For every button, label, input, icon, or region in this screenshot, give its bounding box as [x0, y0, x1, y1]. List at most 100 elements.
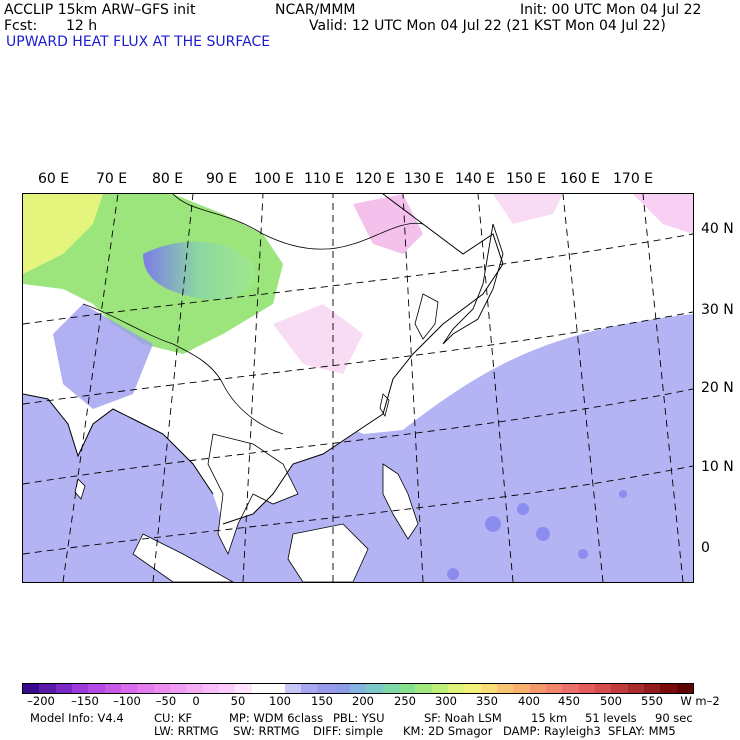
model-info: Model Info: V4.4	[30, 711, 124, 725]
longwave-scheme: LW: RRTMG	[154, 724, 219, 738]
lon-label: 160 E	[560, 171, 601, 187]
colorbar-tick: –200	[27, 694, 55, 708]
colorbar-swatch	[398, 684, 416, 693]
colorbar-tick: 550	[641, 694, 663, 708]
sri-lanka	[74, 478, 86, 500]
center-name: NCAR/MMM	[275, 2, 356, 18]
colorbar-tick: 50	[230, 694, 246, 708]
lon-label: 130 E	[404, 171, 445, 187]
lat-label: 30 N	[701, 302, 734, 318]
colorbar-tick: 300	[435, 694, 457, 708]
colorbar-swatch	[219, 684, 236, 693]
diffusion-option: DIFF: simple	[313, 724, 384, 738]
colorbar-swatch	[251, 684, 269, 693]
colorbar-swatch	[349, 684, 367, 693]
colorbar-tick: 350	[476, 694, 498, 708]
lon-label: 70 E	[96, 171, 128, 187]
lat-label: 0	[701, 540, 710, 556]
colorbar-swatch	[268, 684, 285, 693]
coastline	[23, 194, 504, 525]
lat-label: 10 N	[701, 459, 734, 475]
resolution: 15 km	[531, 711, 568, 725]
colorbar-swatch	[88, 684, 105, 693]
timestep: 90 sec	[655, 711, 693, 725]
colorbar-swatch	[104, 684, 122, 693]
lon-label: 100 E	[254, 171, 295, 187]
colorbar-swatch	[660, 684, 677, 693]
colorbar-swatch	[55, 684, 73, 693]
lon-label: 120 E	[355, 171, 396, 187]
colorbar-swatch	[480, 684, 497, 693]
init-time: Init: 00 UTC Mon 04 Jul 22	[520, 2, 702, 18]
colorbar-swatch	[415, 684, 432, 693]
colorbar-swatch	[202, 684, 220, 693]
very-high-flux-region	[23, 194, 103, 274]
india-north	[53, 304, 153, 409]
colorbar-swatch	[496, 684, 514, 693]
colorbar-tick: 250	[394, 694, 416, 708]
ocean-flux-patches	[447, 490, 627, 580]
map-canvas	[23, 194, 693, 582]
colorbar-tick: –100	[113, 694, 141, 708]
colorbar-tick: 200	[352, 694, 374, 708]
colorbar-swatch	[644, 684, 661, 693]
colorbar-swatch	[137, 684, 154, 693]
colorbar-units: W m–2	[680, 694, 720, 708]
colorbar-swatch	[578, 684, 596, 693]
colorbar-swatch	[284, 684, 301, 693]
colorbar-swatch	[546, 684, 563, 693]
colorbar-tick: 450	[558, 694, 580, 708]
colorbar-tick: 150	[311, 694, 333, 708]
valid-time: Valid: 12 UTC Mon 04 Jul 22 (21 KST Mon …	[309, 18, 666, 34]
colorbar-swatch	[170, 684, 187, 693]
shortwave-scheme: SW: RRTMG	[233, 724, 300, 738]
colorbar-swatch	[464, 684, 481, 693]
colorbar-tick: 100	[269, 694, 291, 708]
colorbar-swatch	[611, 684, 628, 693]
lon-label: 60 E	[38, 171, 70, 187]
tibetan-plateau	[143, 241, 255, 300]
negative-flux-patch	[273, 304, 363, 374]
colorbar-swatch	[39, 684, 56, 693]
lat-label: 40 N	[701, 221, 734, 237]
colorbar-swatch	[627, 684, 645, 693]
lat-label: 20 N	[701, 380, 734, 396]
indochina	[207, 433, 299, 556]
lon-label: 150 E	[506, 171, 547, 187]
country-borders	[82, 194, 424, 435]
pbl-scheme: PBL: YSU	[333, 711, 385, 725]
colorbar-swatch	[153, 684, 171, 693]
colorbar-tick: –150	[71, 694, 99, 708]
lon-label: 110 E	[304, 171, 345, 187]
colorbar-swatch	[513, 684, 530, 693]
lon-label: 90 E	[206, 171, 238, 187]
colorbar-swatch	[447, 684, 465, 693]
colorbar-swatch	[431, 684, 448, 693]
colorbar-swatch	[676, 684, 694, 693]
colorbar-swatch	[333, 684, 350, 693]
surface-layer-option: SFLAY: MM5	[608, 724, 676, 738]
negative-flux-patch	[353, 194, 423, 254]
colorbar	[22, 683, 694, 694]
colorbar-swatch	[366, 684, 383, 693]
borneo	[287, 523, 369, 582]
negative-flux-patch	[633, 194, 693, 234]
korea	[414, 293, 439, 340]
forecast-hour: 12 h	[66, 18, 98, 34]
heat-flux-map	[22, 193, 694, 583]
philippines	[382, 463, 419, 540]
graticule	[23, 194, 693, 582]
colorbar-swatch	[595, 684, 612, 693]
japan	[442, 223, 504, 345]
microphysics-scheme: MP: WDM 6class	[229, 711, 324, 725]
model-title: ACCLIP 15km ARW–GFS init	[4, 2, 196, 18]
colorbar-swatch	[529, 684, 546, 693]
colorbar-swatch	[300, 684, 318, 693]
colorbar-tick: 0	[192, 694, 200, 708]
colorbar-tick: 500	[600, 694, 622, 708]
colorbar-tick: –50	[155, 694, 177, 708]
surface-scheme: SF: Noah LSM	[424, 711, 502, 725]
colorbar-swatch	[235, 684, 252, 693]
lon-label: 80 E	[152, 171, 184, 187]
field-title: UPWARD HEAT FLUX AT THE SURFACE	[6, 34, 271, 50]
